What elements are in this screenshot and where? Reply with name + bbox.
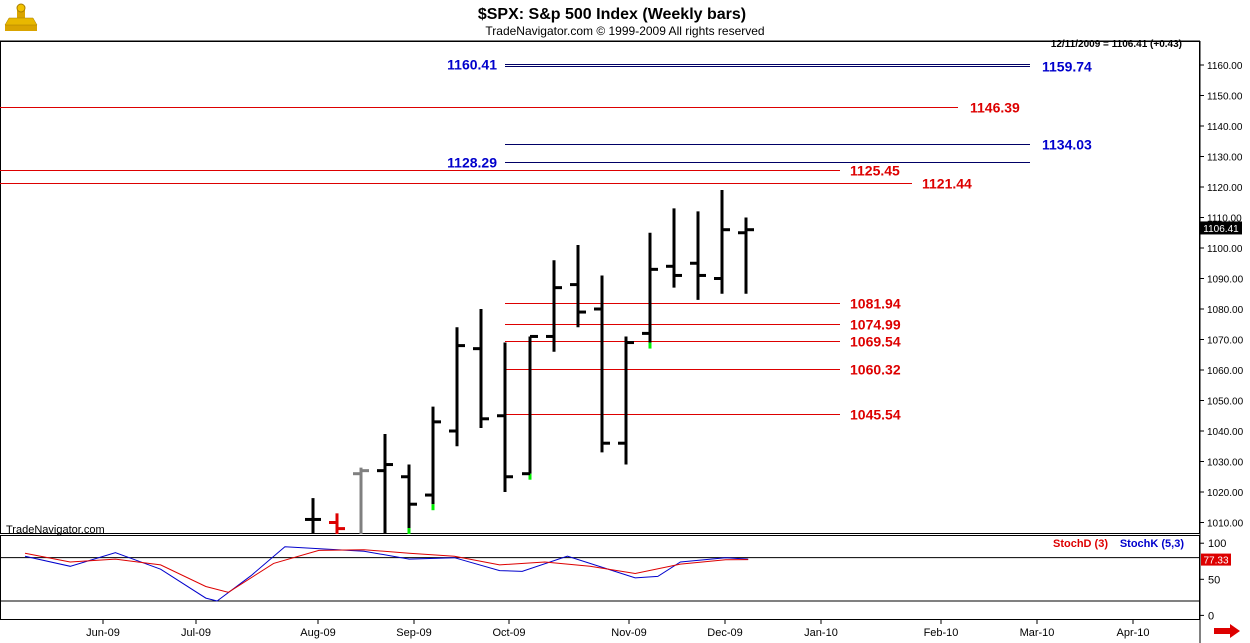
stoch-current-tag: 77.33 — [1201, 553, 1231, 567]
price-tick-label: 1130.00 — [1207, 153, 1243, 164]
time-tick-label: Feb-10 — [924, 627, 959, 639]
ohlc-bar — [642, 232, 658, 349]
last-price-label: 1106.41 — [1203, 224, 1239, 235]
time-tick-label: Sep-09 — [396, 627, 431, 639]
watermark-text: TradeNavigator.com — [6, 524, 105, 536]
price-tick-label: 1150.00 — [1207, 92, 1243, 103]
ohlc-bar — [738, 217, 754, 294]
ohlc-bar — [449, 327, 465, 447]
level-label: 1146.39 — [970, 100, 1020, 116]
time-tick-label: Jun-09 — [86, 627, 120, 639]
ohlc-bar — [329, 513, 345, 534]
price-tick-label: 1020.00 — [1207, 488, 1244, 499]
stoch-tick-label: 50 — [1208, 574, 1220, 586]
time-tick-label: Jul-09 — [181, 627, 211, 639]
time-tick-label: Aug-09 — [300, 627, 335, 639]
level-label: 1160.41 — [447, 57, 497, 73]
stoch-k-legend: StochK (5,3) — [1120, 538, 1185, 550]
price-tick-label: 1100.00 — [1207, 244, 1243, 255]
ohlc-bar — [666, 208, 682, 288]
time-tick-label: Oct-09 — [492, 627, 525, 639]
ohlc-bar — [522, 334, 538, 480]
last-price-tag: 1106.41 — [1200, 221, 1242, 235]
stoch-current-label: 77.33 — [1203, 556, 1228, 567]
ohlc-bar — [714, 190, 730, 294]
level-label: 1069.54 — [850, 334, 901, 350]
ohlc-bar — [401, 464, 417, 534]
level-label: 1159.74 — [1042, 59, 1092, 75]
ohlc-bar — [618, 336, 634, 465]
bar-marker — [528, 473, 532, 480]
price-tick-label: 1110.00 — [1207, 214, 1242, 225]
stoch-tick-label: 100 — [1208, 538, 1226, 550]
price-tick-label: 1010.00 — [1207, 519, 1244, 530]
price-tick-label: 1120.00 — [1207, 183, 1243, 194]
ohlc-bar — [497, 342, 513, 492]
stoch-k-line — [24, 546, 749, 602]
bar-marker — [431, 504, 435, 511]
trade-navigator-logo-icon[interactable] — [4, 3, 38, 31]
price-tick-label: 1060.00 — [1207, 366, 1244, 377]
ohlc-bar — [473, 309, 489, 428]
ohlc-bar — [377, 434, 393, 534]
price-tick-label: 1140.00 — [1207, 122, 1243, 133]
stoch-d-line — [24, 549, 749, 593]
copyright-text: TradeNavigator.com © 1999-2009 All right… — [485, 24, 764, 38]
ohlc-bar — [353, 467, 369, 534]
ohlc-bar — [690, 211, 706, 300]
price-tick-label: 1070.00 — [1207, 336, 1244, 347]
scroll-right-arrow-icon[interactable] — [1214, 624, 1240, 638]
price-tick-label: 1030.00 — [1207, 458, 1244, 469]
level-label: 1045.54 — [850, 407, 901, 423]
ohlc-bar — [546, 260, 562, 352]
chart-title: $SPX: S&p 500 Index (Weekly bars) — [478, 6, 746, 23]
stochastic-pane: 0 50 100 — [0, 538, 1226, 622]
price-tick-label: 1080.00 — [1207, 305, 1244, 316]
levels-layer: 1159.74 1160.41 1146.39 1134.03 1128.29 1125.… — [0, 57, 1092, 423]
time-tick-label: Dec-09 — [707, 627, 742, 639]
price-axis: 1010.00 1020.00 1030.00 1040.00 1050.00 1060.… — [1200, 61, 1244, 530]
ohlc-bar — [594, 275, 610, 453]
ohlc-bar — [425, 406, 441, 511]
level-label: 1134.03 — [1042, 137, 1092, 153]
time-axis: Jun-09 Jul-09 Aug-09 Sep-09 Oct-09 Nov-09 Dec-… — [86, 620, 1150, 639]
bar-marker — [648, 342, 652, 349]
time-tick-label: Jan-10 — [804, 627, 838, 639]
level-label: 1125.45 — [850, 163, 900, 179]
stoch-tick-label: 0 — [1208, 610, 1214, 622]
level-label: 1128.29 — [447, 155, 497, 171]
ohlc-bar — [570, 244, 586, 328]
last-quote-text: 12/11/2009 = 1106.41 (+0.43) — [1051, 39, 1182, 50]
bars-layer — [305, 190, 754, 534]
time-tick-label: Apr-10 — [1116, 627, 1149, 639]
level-label: 1121.44 — [922, 176, 972, 192]
bar-marker — [407, 528, 411, 534]
stoch-d-legend: StochD (3) — [1053, 538, 1108, 550]
level-label: 1060.32 — [850, 362, 901, 378]
price-tick-label: 1050.00 — [1207, 397, 1244, 408]
price-tick-label: 1090.00 — [1207, 275, 1244, 286]
price-tick-label: 1040.00 — [1207, 427, 1244, 438]
time-tick-label: Nov-09 — [611, 627, 646, 639]
level-label: 1081.94 — [850, 296, 901, 312]
time-tick-label: Mar-10 — [1020, 627, 1055, 639]
price-tick-label: 1160.00 — [1207, 61, 1243, 72]
level-label: 1074.99 — [850, 317, 901, 333]
ohlc-bar — [305, 498, 321, 534]
